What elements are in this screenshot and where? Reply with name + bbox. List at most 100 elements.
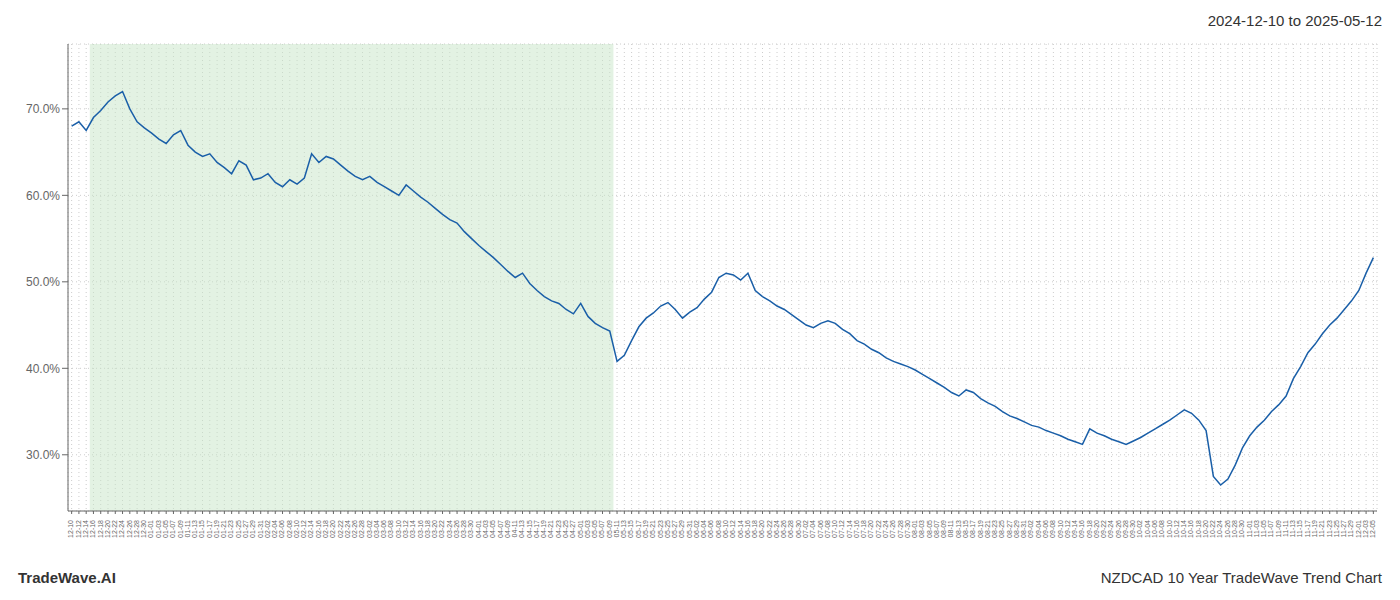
svg-text:08-21: 08-21 (984, 520, 991, 538)
svg-text:03-04: 03-04 (373, 520, 380, 538)
svg-text:10-02: 10-02 (1136, 520, 1143, 538)
svg-text:05-03: 05-03 (584, 520, 591, 538)
svg-text:12-03: 12-03 (1362, 520, 1369, 538)
svg-text:11-21: 11-21 (1318, 520, 1325, 537)
svg-text:02-10: 02-10 (293, 520, 300, 538)
svg-text:03-20: 03-20 (431, 520, 438, 538)
svg-text:10-12: 10-12 (1173, 520, 1180, 538)
svg-text:01-15: 01-15 (198, 520, 205, 538)
svg-text:08-05: 08-05 (926, 520, 933, 538)
svg-text:05-19: 05-19 (642, 520, 649, 538)
svg-text:04-11: 04-11 (511, 520, 518, 537)
svg-text:11-07: 11-07 (1267, 520, 1274, 537)
svg-text:12-01: 12-01 (1355, 520, 1362, 538)
svg-text:02-22: 02-22 (337, 520, 344, 538)
svg-text:06-10: 06-10 (722, 520, 729, 538)
svg-text:09-26: 09-26 (1115, 520, 1122, 538)
svg-text:12-26: 12-26 (126, 520, 133, 538)
svg-text:04-15: 04-15 (526, 520, 533, 538)
svg-text:01-09: 01-09 (177, 520, 184, 538)
svg-text:12-18: 12-18 (97, 520, 104, 538)
svg-text:30.0%: 30.0% (26, 448, 60, 462)
svg-text:10-30: 10-30 (1238, 520, 1245, 538)
svg-text:08-11: 08-11 (947, 520, 954, 537)
svg-text:05-15: 05-15 (627, 520, 634, 538)
svg-text:01-25: 01-25 (235, 520, 242, 538)
svg-text:12-20: 12-20 (104, 520, 111, 538)
svg-text:04-21: 04-21 (547, 520, 554, 538)
svg-text:10-24: 10-24 (1216, 520, 1223, 538)
svg-text:09-14: 09-14 (1071, 520, 1078, 538)
svg-text:03-02: 03-02 (366, 520, 373, 538)
svg-text:10-10: 10-10 (1166, 520, 1173, 538)
svg-text:06-02: 06-02 (693, 520, 700, 538)
svg-text:05-31: 05-31 (686, 520, 693, 538)
svg-text:12-24: 12-24 (118, 520, 125, 538)
svg-text:09-06: 09-06 (1042, 520, 1049, 538)
svg-text:02-28: 02-28 (358, 520, 365, 538)
svg-text:05-09: 05-09 (606, 520, 613, 538)
svg-text:12-28: 12-28 (133, 520, 140, 538)
svg-text:11-29: 11-29 (1347, 520, 1354, 537)
svg-text:08-13: 08-13 (955, 520, 962, 538)
svg-text:11-25: 11-25 (1333, 520, 1340, 537)
svg-text:01-21: 01-21 (220, 520, 227, 538)
svg-text:02-06: 02-06 (278, 520, 285, 538)
svg-text:11-19: 11-19 (1311, 520, 1318, 537)
svg-text:09-24: 09-24 (1107, 520, 1114, 538)
svg-text:03-10: 03-10 (395, 520, 402, 538)
svg-text:05-25: 05-25 (664, 520, 671, 538)
svg-text:06-16: 06-16 (744, 520, 751, 538)
svg-text:08-03: 08-03 (918, 520, 925, 538)
svg-text:10-22: 10-22 (1209, 520, 1216, 538)
svg-text:04-05: 04-05 (489, 520, 496, 538)
svg-text:07-10: 07-10 (831, 520, 838, 538)
svg-text:11-05: 11-05 (1260, 520, 1267, 537)
svg-text:09-12: 09-12 (1064, 520, 1071, 538)
svg-text:01-27: 01-27 (242, 520, 249, 538)
svg-text:06-20: 06-20 (758, 520, 765, 538)
svg-text:11-09: 11-09 (1275, 520, 1282, 537)
svg-text:11-17: 11-17 (1304, 520, 1311, 537)
svg-text:02-20: 02-20 (329, 520, 336, 538)
svg-text:10-16: 10-16 (1187, 520, 1194, 538)
svg-text:08-17: 08-17 (969, 520, 976, 538)
svg-text:11-15: 11-15 (1296, 520, 1303, 537)
svg-text:07-18: 07-18 (860, 520, 867, 538)
svg-text:05-17: 05-17 (635, 520, 642, 538)
svg-text:08-29: 08-29 (1013, 520, 1020, 538)
svg-text:09-22: 09-22 (1100, 520, 1107, 538)
svg-text:08-25: 08-25 (998, 520, 1005, 538)
svg-text:07-26: 07-26 (889, 520, 896, 538)
svg-text:09-16: 09-16 (1078, 520, 1085, 538)
svg-text:01-03: 01-03 (155, 520, 162, 538)
svg-text:08-01: 08-01 (911, 520, 918, 538)
svg-text:05-13: 05-13 (620, 520, 627, 538)
svg-text:01-07: 01-07 (169, 520, 176, 538)
svg-text:07-12: 07-12 (838, 520, 845, 538)
svg-text:11-13: 11-13 (1289, 520, 1296, 537)
svg-text:01-11: 01-11 (184, 520, 191, 537)
svg-text:10-20: 10-20 (1202, 520, 1209, 538)
svg-text:03-14: 03-14 (409, 520, 416, 538)
svg-text:06-08: 06-08 (715, 520, 722, 538)
svg-text:06-30: 06-30 (795, 520, 802, 538)
svg-text:05-21: 05-21 (649, 520, 656, 538)
svg-text:01-31: 01-31 (257, 520, 264, 538)
svg-text:12-30: 12-30 (140, 520, 147, 538)
svg-text:03-08: 03-08 (387, 520, 394, 538)
svg-text:05-29: 05-29 (678, 520, 685, 538)
svg-text:02-04: 02-04 (271, 520, 278, 538)
svg-text:12-12: 12-12 (75, 520, 82, 538)
svg-text:50.0%: 50.0% (26, 275, 60, 289)
svg-text:08-07: 08-07 (933, 520, 940, 538)
svg-text:09-10: 09-10 (1057, 520, 1064, 538)
svg-text:03-26: 03-26 (453, 520, 460, 538)
svg-text:10-08: 10-08 (1158, 520, 1165, 538)
svg-text:09-28: 09-28 (1122, 520, 1129, 538)
svg-text:40.0%: 40.0% (26, 362, 60, 376)
svg-text:12-14: 12-14 (82, 520, 89, 538)
svg-text:02-24: 02-24 (344, 520, 351, 538)
svg-text:06-26: 06-26 (780, 520, 787, 538)
svg-text:02-12: 02-12 (300, 520, 307, 538)
